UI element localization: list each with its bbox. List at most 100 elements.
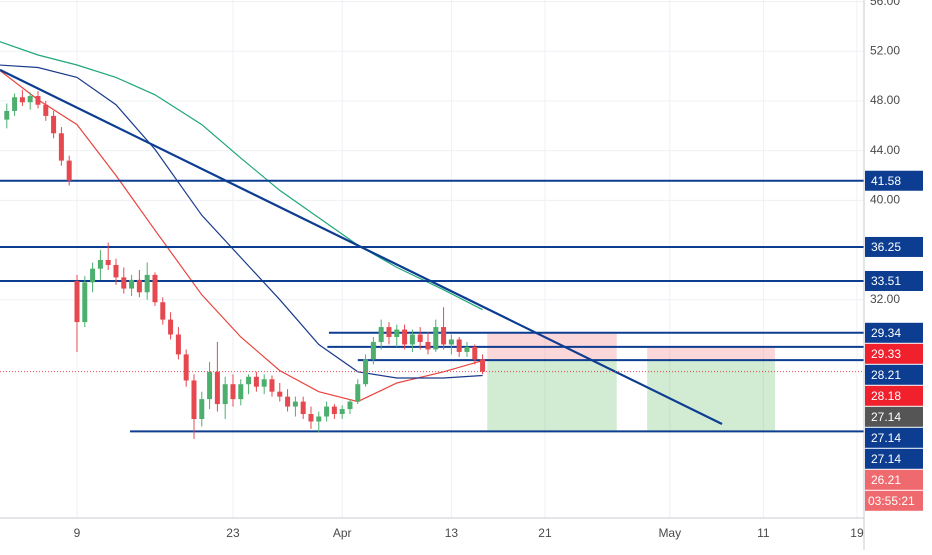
x-tick-label: Apr bbox=[333, 526, 352, 540]
candle-body bbox=[238, 384, 244, 400]
target-zone bbox=[487, 360, 617, 432]
countdown: 03:55:21 bbox=[868, 494, 915, 508]
candle-body bbox=[300, 401, 306, 415]
candle-body bbox=[129, 279, 135, 289]
y-tick-label: 56.00 bbox=[870, 0, 900, 8]
candle-body bbox=[43, 104, 49, 116]
x-tick-label: 19 bbox=[850, 526, 864, 540]
price-label: 33.51 bbox=[871, 274, 901, 288]
price-label-box bbox=[865, 469, 923, 490]
candle-body bbox=[35, 96, 41, 105]
candle-body bbox=[448, 339, 454, 345]
x-tick-label: 23 bbox=[226, 526, 240, 540]
y-tick-label: 40.00 bbox=[870, 193, 900, 207]
candle-body bbox=[363, 359, 369, 385]
candle-body bbox=[347, 401, 353, 410]
y-tick-label: 52.00 bbox=[870, 43, 900, 57]
x-tick-label: 21 bbox=[538, 526, 552, 540]
candle-body bbox=[316, 416, 322, 422]
price-label: 28.18 bbox=[871, 389, 901, 403]
price-label: 27.14 bbox=[871, 431, 901, 445]
moving-average bbox=[0, 64, 483, 379]
price-label-box bbox=[865, 364, 923, 385]
candle-body bbox=[355, 384, 361, 402]
candle-body bbox=[199, 399, 205, 419]
candle-body bbox=[222, 384, 228, 405]
axis-labels: 56.00 52.00 48.00 44.00 40.00 32.00 9 23 Apr 13 21… bbox=[74, 0, 923, 540]
candle-body bbox=[4, 110, 10, 120]
y-tick-label: 48.00 bbox=[870, 93, 900, 107]
candle-body bbox=[425, 341, 431, 350]
candle-body bbox=[386, 327, 392, 338]
candle-body bbox=[230, 384, 236, 400]
candle-body bbox=[394, 329, 400, 338]
candle-body bbox=[472, 346, 478, 360]
candle-body bbox=[339, 409, 345, 415]
candle-body bbox=[66, 160, 72, 181]
candle-body bbox=[214, 371, 220, 405]
candle-body bbox=[441, 327, 447, 345]
candle-body bbox=[378, 327, 384, 342]
x-tick-label: 9 bbox=[74, 526, 81, 540]
candle-body bbox=[19, 97, 25, 103]
y-tick-label: 44.00 bbox=[870, 143, 900, 157]
price-label-box bbox=[865, 427, 923, 448]
price-label-box bbox=[865, 406, 923, 427]
candle-body bbox=[136, 279, 142, 293]
candle-body bbox=[402, 329, 408, 345]
price-label-box bbox=[865, 236, 923, 257]
price-label-box bbox=[865, 385, 923, 406]
candle-body bbox=[456, 339, 462, 352]
price-label: 28.21 bbox=[871, 368, 901, 382]
candle-body bbox=[464, 346, 470, 352]
moving-average bbox=[0, 69, 483, 403]
trend-line bbox=[0, 68, 723, 425]
price-label-box bbox=[865, 343, 923, 364]
moving-average bbox=[0, 41, 483, 311]
candle-body bbox=[27, 96, 33, 103]
candle-body bbox=[12, 97, 18, 111]
candle-body bbox=[292, 401, 298, 407]
price-label-box bbox=[865, 170, 923, 191]
candle-body bbox=[82, 282, 88, 323]
x-tick-label: May bbox=[658, 526, 681, 540]
price-label: 41.58 bbox=[871, 174, 901, 188]
countdown-box bbox=[865, 490, 923, 511]
candle-body bbox=[152, 274, 158, 303]
candle-body bbox=[433, 327, 439, 350]
candle-body bbox=[331, 406, 337, 415]
candle-body bbox=[183, 354, 189, 381]
candle-body bbox=[97, 259, 103, 269]
price-label: 27.14 bbox=[871, 452, 901, 466]
candle-body bbox=[261, 379, 267, 387]
candle-body bbox=[113, 264, 119, 278]
candle-body bbox=[308, 414, 314, 422]
price-label-box bbox=[865, 270, 923, 291]
price-label: 29.34 bbox=[871, 326, 901, 340]
x-tick-label: 11 bbox=[757, 526, 770, 540]
candle-body bbox=[269, 379, 275, 392]
plot-area bbox=[0, 0, 864, 518]
candle-body bbox=[58, 133, 64, 161]
candle-body bbox=[370, 341, 376, 360]
candle-body bbox=[324, 406, 330, 417]
candle-body bbox=[168, 319, 174, 335]
x-tick-label: 13 bbox=[445, 526, 459, 540]
price-label: 36.25 bbox=[871, 240, 901, 254]
candle-body bbox=[175, 334, 181, 355]
candle-body bbox=[207, 371, 213, 400]
candle-body bbox=[160, 302, 166, 320]
candle-body bbox=[253, 376, 259, 387]
price-label: 26.21 bbox=[871, 473, 901, 487]
candle-body bbox=[246, 376, 252, 385]
candle-body bbox=[74, 281, 80, 323]
price-label: 29.33 bbox=[871, 347, 901, 361]
candle-body bbox=[480, 359, 486, 372]
price-label: 27.14 bbox=[871, 410, 901, 424]
candle-body bbox=[417, 334, 423, 342]
candle-body bbox=[121, 277, 127, 289]
candle-body bbox=[277, 391, 283, 397]
price-label-box bbox=[865, 322, 923, 343]
